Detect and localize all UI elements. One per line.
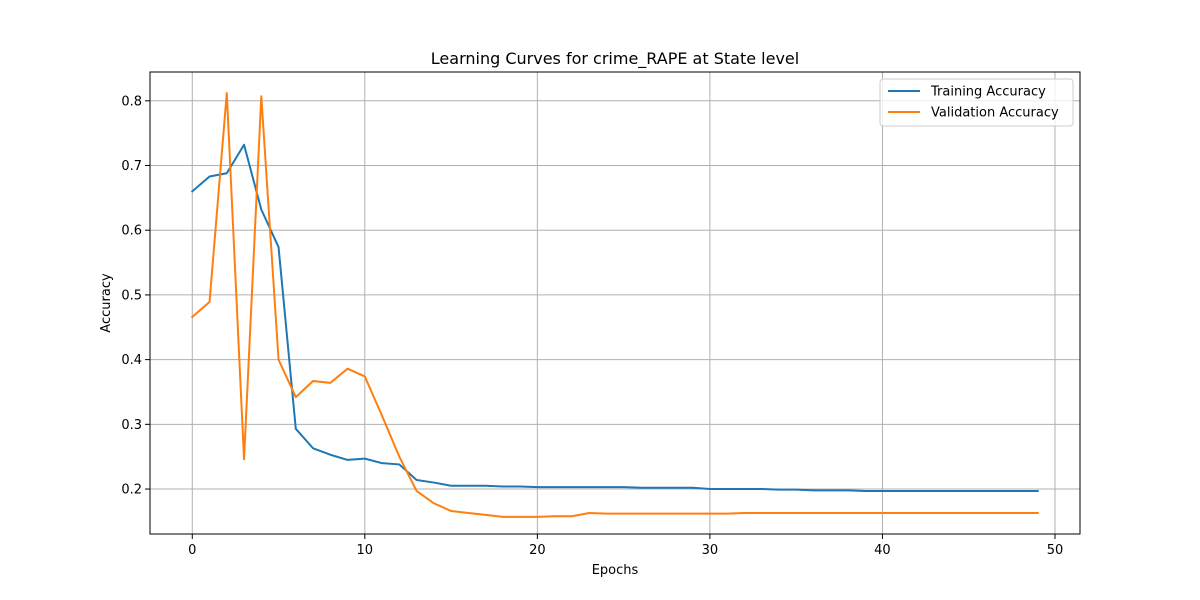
chart-title: Learning Curves for crime_RAPE at State …: [431, 49, 799, 69]
x-tick-label: 20: [529, 543, 546, 558]
legend-label-validation: Validation Accuracy: [931, 106, 1059, 121]
legend-box: [879, 78, 1074, 127]
x-axis-label: Epochs: [592, 563, 639, 578]
y-tick-label: 0.6: [121, 224, 142, 239]
grid: [150, 72, 1080, 534]
y-tick-label: 0.2: [121, 483, 142, 498]
y-tick-label: 0.5: [121, 288, 142, 303]
y-tick-label: 0.3: [121, 418, 142, 433]
x-axis: 0 10 20 30 40 50: [188, 534, 1063, 558]
y-axis-label: Accuracy: [99, 273, 114, 333]
legend: Training Accuracy Validation Accuracy: [879, 78, 1074, 127]
x-tick-label: 40: [874, 543, 891, 558]
x-tick-label: 50: [1047, 543, 1064, 558]
y-tick-label: 0.7: [121, 159, 142, 174]
validation-accuracy-line: [190, 92, 1039, 518]
x-tick-label: 0: [188, 543, 196, 558]
y-tick-label: 0.4: [121, 353, 142, 368]
training-accuracy-line: [190, 143, 1039, 492]
legend-label-training: Training Accuracy: [930, 85, 1046, 100]
plot-frame: [149, 71, 1081, 535]
x-tick-label: 10: [357, 543, 374, 558]
series-group: [190, 92, 1039, 518]
y-tick-label: 0.8: [121, 94, 142, 109]
x-tick-label: 30: [702, 543, 719, 558]
y-axis: 0.2 0.3 0.4 0.5 0.6 0.7 0.8: [121, 94, 150, 498]
